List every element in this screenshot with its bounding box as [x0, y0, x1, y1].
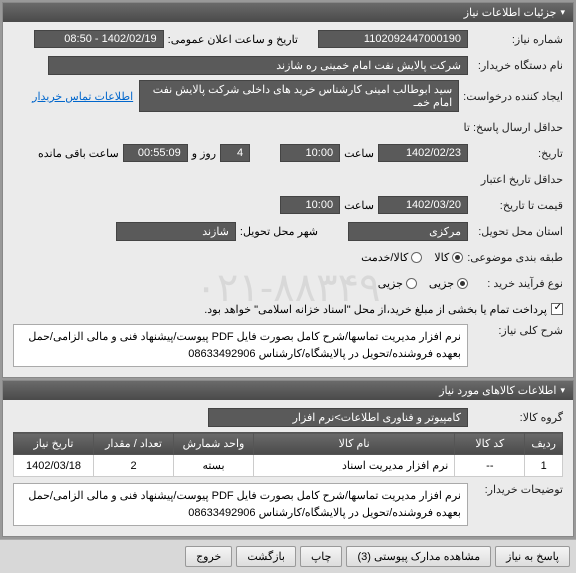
buyer-org-label: نام دستگاه خریدار: [468, 59, 563, 72]
main-panel-title: جزئیات اطلاعات نیاز [464, 6, 557, 19]
announce-label: تاریخ و ساعت اعلان عمومی: [168, 33, 298, 46]
goods-panel-title: اطلاعات کالاهای مورد نیاز [439, 384, 556, 397]
radio-label: کالا/خدمت [361, 251, 408, 264]
need-desc-value: نرم افزار مدیریت تماسها/شرح کامل بصورت ف… [13, 324, 468, 367]
province-value: مرکزی [348, 222, 468, 241]
main-panel-header: ▾ جزئیات اطلاعات نیاز [3, 3, 573, 22]
contact-link[interactable]: اطلاعات تماس خریدار [32, 90, 133, 103]
buyer-org-value: شرکت پالایش نفت امام خمینی ره شازند [48, 56, 468, 75]
buyer-notes-value: نرم افزار مدیریت تماسها/شرح کامل بصورت ف… [13, 483, 468, 526]
cell-name: نرم افزار مدیریت اسناد [254, 455, 455, 477]
cell-qty: 2 [94, 455, 174, 477]
th-code: کد کالا [455, 433, 525, 455]
payment-note: پرداخت تمام یا بخشی از مبلغ خرید،از محل … [204, 303, 547, 316]
th-unit: واحد شمارش [174, 433, 254, 455]
hour-label-1: ساعت [344, 147, 374, 160]
cell-unit: بسته [174, 455, 254, 477]
multi-radio-group: کالا کالا/خدمت [361, 251, 463, 264]
deadline-date: 1402/02/23 [378, 144, 468, 162]
deadline-time: 10:00 [280, 144, 340, 162]
requester-value: سید ابوطالب امینی کارشناس خرید های داخلی… [139, 80, 459, 112]
announce-value: 1402/02/19 - 08:50 [34, 30, 164, 48]
radio-icon [406, 278, 417, 289]
goods-group-value: کامپیوتر و فناوری اطلاعات>نرم افزار [208, 408, 468, 427]
province-label: استان محل تحویل: [468, 225, 563, 238]
price-until-label: قیمت تا تاریخ: [468, 199, 563, 212]
goods-group-label: گروه کالا: [468, 411, 563, 424]
city-value: شازند [116, 222, 236, 241]
day-hour-label: روز و [192, 147, 216, 160]
collapse-icon[interactable]: ▾ [560, 7, 565, 18]
radio-process-1[interactable]: جزیی [429, 277, 468, 290]
requester-label: ایجاد کننده درخواست: [459, 90, 563, 103]
radio-icon [457, 278, 468, 289]
need-no-label: شماره نیاز: [468, 33, 563, 46]
cell-row: 1 [525, 455, 563, 477]
radio-kala[interactable]: کالا [434, 251, 463, 264]
table-header-row: ردیف کد کالا نام کالا واحد شمارش تعداد /… [14, 433, 563, 455]
process-label: نوع فرآیند خرید : [468, 277, 563, 290]
days-value: 4 [220, 144, 250, 162]
goods-panel-header: ▾ اطلاعات کالاهای مورد نیاز [3, 381, 573, 400]
radio-label: جزیی [429, 277, 454, 290]
deadline-label: تاریخ: [468, 147, 563, 160]
collapse-icon[interactable]: ▾ [560, 385, 565, 396]
cell-code: -- [455, 455, 525, 477]
cell-date: 1402/03/18 [14, 455, 94, 477]
radio-label: کالا [434, 251, 449, 264]
process-radio-group: جزیی جزیی [378, 277, 468, 290]
need-no-value: 1102092447000190 [318, 30, 468, 48]
radio-icon [411, 252, 422, 263]
table-row[interactable]: 1 -- نرم افزار مدیریت اسناد بسته 2 1402/… [14, 455, 563, 477]
validity-label: حداقل تاریخ اعتبار [468, 173, 563, 186]
countdown-value: 00:55:09 [123, 144, 188, 162]
goods-table: ردیف کد کالا نام کالا واحد شمارش تعداد /… [13, 432, 563, 477]
validity-date: 1402/03/20 [378, 196, 468, 214]
radio-process-2[interactable]: جزیی [378, 277, 417, 290]
radio-label: جزیی [378, 277, 403, 290]
hour-label-2: ساعت [344, 199, 374, 212]
multi-supplier-label: طبقه بندی موضوعی: [463, 251, 563, 264]
buyer-notes-label: توضیحات خریدار: [468, 483, 563, 496]
goods-panel: ▾ اطلاعات کالاهای مورد نیاز گروه کالا: ک… [2, 380, 574, 537]
payment-checkbox[interactable] [551, 303, 563, 315]
th-row: ردیف [525, 433, 563, 455]
need-desc-label: شرح کلی نیاز: [468, 324, 563, 337]
remaining-label: ساعت باقی مانده [38, 147, 119, 160]
validity-time: 10:00 [280, 196, 340, 214]
th-name: نام کالا [254, 433, 455, 455]
footer-toolbar: پاسخ به نیاز مشاهده مدارک پیوستی (3) چاپ… [0, 539, 576, 573]
th-qty: تعداد / مقدار [94, 433, 174, 455]
min-reply-label: حداقل ارسال پاسخ: تا [459, 121, 563, 134]
th-date: تاریخ نیاز [14, 433, 94, 455]
radio-kala-service[interactable]: کالا/خدمت [361, 251, 422, 264]
city-label: شهر محل تحویل: [240, 225, 318, 238]
main-panel: ▾ جزئیات اطلاعات نیاز شماره نیاز: 110209… [2, 2, 574, 378]
radio-icon [452, 252, 463, 263]
